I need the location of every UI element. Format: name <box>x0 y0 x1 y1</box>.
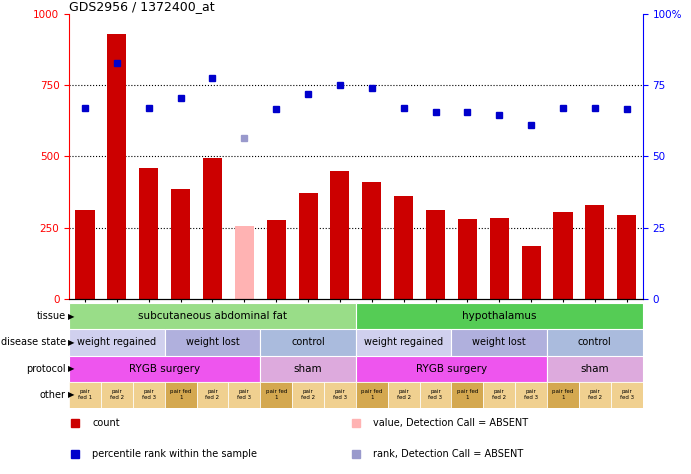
Bar <box>362 182 381 299</box>
Bar <box>547 329 643 356</box>
Bar <box>196 382 229 408</box>
Bar <box>547 382 579 408</box>
Text: ▶: ▶ <box>68 312 74 321</box>
Text: pair
fed 2: pair fed 2 <box>492 389 507 400</box>
Text: RYGB surgery: RYGB surgery <box>416 364 487 374</box>
Text: tissue: tissue <box>37 311 66 321</box>
Text: weight lost: weight lost <box>473 337 526 347</box>
Bar <box>261 382 292 408</box>
Bar <box>101 382 133 408</box>
Text: ▶: ▶ <box>68 338 74 347</box>
Bar <box>261 329 356 356</box>
Bar <box>69 356 261 382</box>
Bar <box>426 210 445 299</box>
Bar <box>356 382 388 408</box>
Text: other: other <box>39 390 66 400</box>
Bar <box>388 382 419 408</box>
Bar <box>451 329 547 356</box>
Bar <box>69 382 101 408</box>
Text: hypothalamus: hypothalamus <box>462 311 536 321</box>
Bar <box>483 382 515 408</box>
Text: pair
fed 2: pair fed 2 <box>301 389 315 400</box>
Bar <box>229 382 261 408</box>
Text: pair
fed 1: pair fed 1 <box>78 389 92 400</box>
Bar <box>267 220 286 299</box>
Bar <box>164 382 196 408</box>
Text: protocol: protocol <box>26 364 66 374</box>
Text: pair
fed 2: pair fed 2 <box>205 389 220 400</box>
Text: disease state: disease state <box>1 337 66 347</box>
Bar <box>451 382 483 408</box>
Bar <box>299 193 318 299</box>
Text: ▶: ▶ <box>68 390 74 399</box>
Text: pair
fed 3: pair fed 3 <box>428 389 442 400</box>
Bar <box>356 329 451 356</box>
Bar <box>490 218 509 299</box>
Text: pair fed
1: pair fed 1 <box>265 389 287 400</box>
Bar <box>553 212 573 299</box>
Text: weight regained: weight regained <box>364 337 443 347</box>
Text: value, Detection Call = ABSENT: value, Detection Call = ABSENT <box>373 418 528 428</box>
Bar <box>324 382 356 408</box>
Bar <box>203 158 222 299</box>
Text: pair
fed 3: pair fed 3 <box>524 389 538 400</box>
Bar <box>107 34 126 299</box>
Text: sham: sham <box>580 364 609 374</box>
Text: pair fed
1: pair fed 1 <box>552 389 574 400</box>
Bar <box>617 215 636 299</box>
Bar <box>133 382 164 408</box>
Bar <box>139 168 158 299</box>
Bar <box>235 226 254 299</box>
Text: pair
fed 3: pair fed 3 <box>237 389 252 400</box>
Bar <box>171 189 190 299</box>
Text: pair
fed 2: pair fed 2 <box>588 389 602 400</box>
Bar <box>419 382 451 408</box>
Bar <box>330 171 350 299</box>
Text: pair
fed 3: pair fed 3 <box>142 389 155 400</box>
Bar <box>458 219 477 299</box>
Bar <box>356 356 547 382</box>
Text: percentile rank within the sample: percentile rank within the sample <box>92 449 257 459</box>
Text: pair fed
1: pair fed 1 <box>457 389 478 400</box>
Bar <box>261 356 356 382</box>
Text: pair fed
1: pair fed 1 <box>361 389 383 400</box>
Bar <box>394 196 413 299</box>
Text: pair
fed 2: pair fed 2 <box>397 389 410 400</box>
Text: rank, Detection Call = ABSENT: rank, Detection Call = ABSENT <box>373 449 523 459</box>
Bar <box>69 329 164 356</box>
Bar <box>579 382 611 408</box>
Text: sham: sham <box>294 364 323 374</box>
Text: weight lost: weight lost <box>186 337 239 347</box>
Bar <box>547 356 643 382</box>
Text: pair
fed 3: pair fed 3 <box>333 389 347 400</box>
Text: weight regained: weight regained <box>77 337 156 347</box>
Bar <box>356 303 643 329</box>
Text: control: control <box>578 337 612 347</box>
Bar <box>164 329 261 356</box>
Bar <box>75 210 95 299</box>
Text: ▶: ▶ <box>68 364 74 373</box>
Text: GDS2956 / 1372400_at: GDS2956 / 1372400_at <box>69 0 215 13</box>
Text: pair
fed 2: pair fed 2 <box>110 389 124 400</box>
Text: subcutaneous abdominal fat: subcutaneous abdominal fat <box>138 311 287 321</box>
Bar <box>292 382 324 408</box>
Text: pair
fed 3: pair fed 3 <box>620 389 634 400</box>
Bar <box>585 205 605 299</box>
Text: RYGB surgery: RYGB surgery <box>129 364 200 374</box>
Text: control: control <box>291 337 325 347</box>
Bar <box>515 382 547 408</box>
Text: count: count <box>92 418 120 428</box>
Bar <box>522 246 540 299</box>
Text: pair fed
1: pair fed 1 <box>170 389 191 400</box>
Bar <box>69 303 356 329</box>
Bar <box>611 382 643 408</box>
